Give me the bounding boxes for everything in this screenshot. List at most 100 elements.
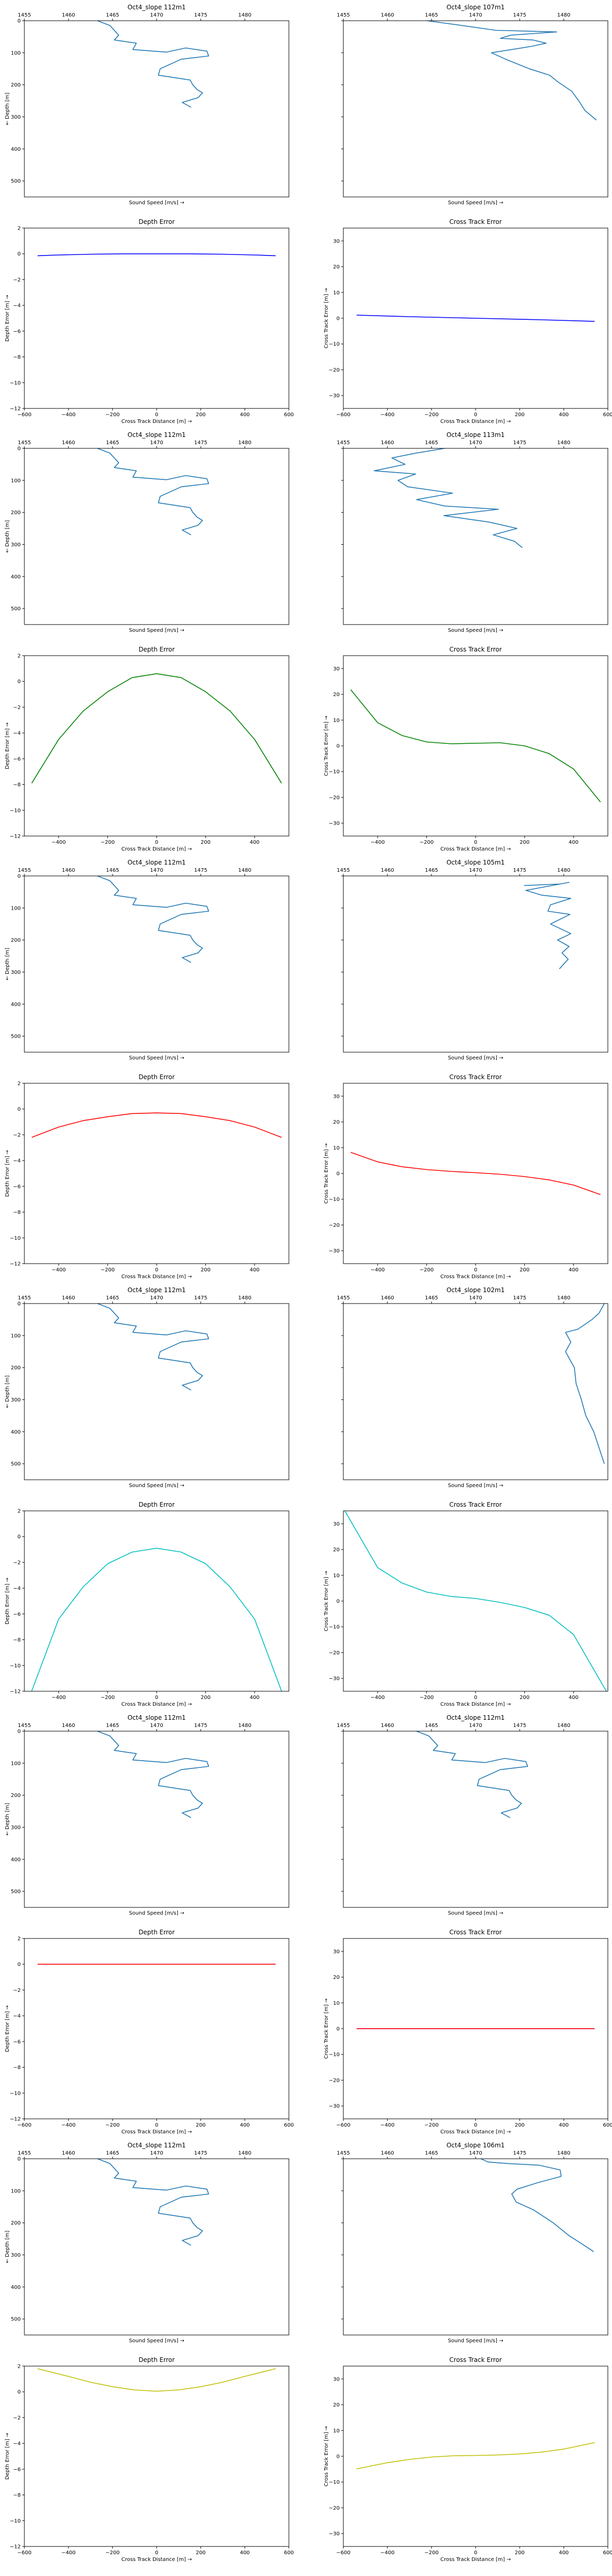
y-tick-label: 400 <box>11 1002 21 1008</box>
x-tick-label: 1455 <box>337 12 350 18</box>
x-tick-label: 1480 <box>238 12 251 18</box>
y-tick-label: −8 <box>13 1210 21 1215</box>
y-tick-label: −2 <box>13 277 21 283</box>
y-axis-label: Cross Track Error [m] → <box>324 716 329 776</box>
y-tick-label: 30 <box>333 1949 340 1955</box>
y-axis-label: ← Depth [m] <box>5 2231 10 2263</box>
x-tick-label: 1475 <box>513 1723 526 1729</box>
x-tick-label: 1460 <box>62 1723 75 1729</box>
chart-title: Depth Error <box>138 2356 175 2363</box>
y-tick-label: −20 <box>329 2506 340 2511</box>
series-line <box>31 1548 282 1691</box>
plot-frame <box>24 2158 289 2336</box>
y-tick-label: −30 <box>329 1249 340 1254</box>
x-tick-label: 0 <box>474 840 477 845</box>
series-line <box>427 21 597 121</box>
y-tick-label: 200 <box>11 1793 21 1799</box>
y-tick-label: −12 <box>10 834 21 840</box>
x-tick-label: 1465 <box>425 440 438 446</box>
x-tick-label: 1480 <box>557 1295 570 1301</box>
x-tick-label: 400 <box>559 2550 568 2556</box>
x-axis-label: Cross Track Distance [m] → <box>440 1274 511 1280</box>
y-tick-label: −4 <box>13 1586 21 1592</box>
x-tick-label: −200 <box>105 412 119 418</box>
x-tick-label: 200 <box>201 840 211 845</box>
plot-frame <box>343 1731 608 1908</box>
y-tick-label: −10 <box>10 2091 21 2097</box>
plot-frame <box>343 1303 608 1480</box>
plot-frame <box>343 2158 608 2336</box>
x-tick-label: 600 <box>284 412 294 418</box>
plot-frame <box>24 448 289 625</box>
y-tick-label: 100 <box>11 2188 21 2194</box>
y-tick-label: −12 <box>10 1262 21 1267</box>
x-tick-label: 1455 <box>18 868 31 873</box>
y-tick-label: 0 <box>337 316 340 322</box>
chart-title: Depth Error <box>138 1929 175 1936</box>
chart-title: Oct4_slope 106m1 <box>447 2142 505 2149</box>
y-tick-label: −12 <box>10 2544 21 2550</box>
x-tick-label: 600 <box>284 2122 294 2128</box>
x-tick-label: 1465 <box>425 868 438 873</box>
y-tick-label: 0 <box>337 1599 340 1605</box>
y-tick-label: 20 <box>333 692 340 698</box>
y-tick-label: −4 <box>13 2441 21 2447</box>
y-tick-label: −20 <box>329 1223 340 1228</box>
x-tick-label: 1470 <box>150 1723 163 1729</box>
x-tick-label: 1455 <box>18 1295 31 1301</box>
chart-depth-error-4: −600 −400 −200 0 200 400 600 2 0 −2 −4 −6 −8 −10 −12 De… <box>5 1929 294 2135</box>
y-axis-label: Depth Error [m] → <box>5 1150 10 1197</box>
y-tick-label: 300 <box>11 542 21 548</box>
x-tick-label: 0 <box>474 2122 477 2128</box>
chart-title: Oct4_slope 112m1 <box>128 431 186 438</box>
x-tick-label: −200 <box>424 412 438 418</box>
chart-cross-track-error-0: −600 −400 −200 0 200 400 600 30 20 10 0 −10 −20 −30 Cr… <box>324 218 612 424</box>
y-tick-label: −10 <box>329 769 340 775</box>
y-axis-label: ← Depth [m] <box>5 948 10 981</box>
y-tick-label: 20 <box>333 1120 340 1125</box>
x-tick-label: 1465 <box>425 2150 438 2156</box>
chart-sound-speed-left-1: 1455 1460 1465 1470 1475 1480 0 100 200 300 400 500… <box>5 431 289 633</box>
x-tick-label: 1470 <box>150 2150 163 2156</box>
y-tick-label: 400 <box>11 1857 21 1863</box>
x-tick-label: 1475 <box>194 1295 207 1301</box>
x-tick-label: 1460 <box>381 1295 394 1301</box>
x-axis-label: Sound Speed [m/s] → <box>129 2338 185 2344</box>
x-tick-label: 1460 <box>381 12 394 18</box>
x-tick-label: 200 <box>520 1267 530 1273</box>
x-tick-label: 0 <box>155 412 158 418</box>
y-tick-label: 500 <box>11 1034 21 1040</box>
y-axis-label: Cross Track Error [m] → <box>324 288 329 349</box>
x-tick-label: 1480 <box>238 1723 251 1729</box>
x-tick-label: 1475 <box>513 12 526 18</box>
x-tick-label: −400 <box>51 1695 65 1701</box>
x-tick-label: 1455 <box>337 1723 350 1729</box>
y-tick-label: 300 <box>11 2253 21 2258</box>
x-tick-label: 1475 <box>194 440 207 446</box>
x-tick-label: −400 <box>370 840 384 845</box>
series-line <box>373 448 523 548</box>
plot-frame <box>343 655 608 837</box>
x-tick-label: −400 <box>380 412 394 418</box>
x-tick-label: 200 <box>201 1695 211 1701</box>
y-tick-label: 2 <box>18 2364 21 2370</box>
x-tick-label: 400 <box>240 2122 249 2128</box>
x-tick-label: 1470 <box>469 440 482 446</box>
x-tick-label: 1455 <box>337 2150 350 2156</box>
y-tick-label: 500 <box>11 606 21 612</box>
plot-frame <box>343 20 608 197</box>
chart-depth-error-3: −400 −200 0 200 400 2 0 −2 −4 −6 −8 −10 −12 Depth Err… <box>5 1501 289 1707</box>
x-tick-label: 0 <box>155 840 158 845</box>
y-tick-label: 0 <box>337 1171 340 1177</box>
y-axis-label: ← Depth [m] <box>5 520 10 553</box>
plot-frame <box>24 875 289 1053</box>
x-tick-label: 0 <box>474 2550 477 2556</box>
x-tick-label: −400 <box>51 1267 65 1273</box>
chart-cross-track-error-4: −600 −400 −200 0 200 400 600 30 20 10 0 −10 −20 −30 Cr… <box>324 1929 612 2135</box>
x-tick-label: 1470 <box>469 1295 482 1301</box>
x-axis-label: Sound Speed [m/s] → <box>129 1055 185 1061</box>
y-tick-label: 0 <box>18 446 21 452</box>
y-tick-label: 200 <box>11 2220 21 2226</box>
plot-frame <box>24 1510 289 1692</box>
chart-sound-speed-right-5: 1455 1460 1465 1470 1475 1480 Oct4_slope 106m1… <box>337 2142 608 2344</box>
